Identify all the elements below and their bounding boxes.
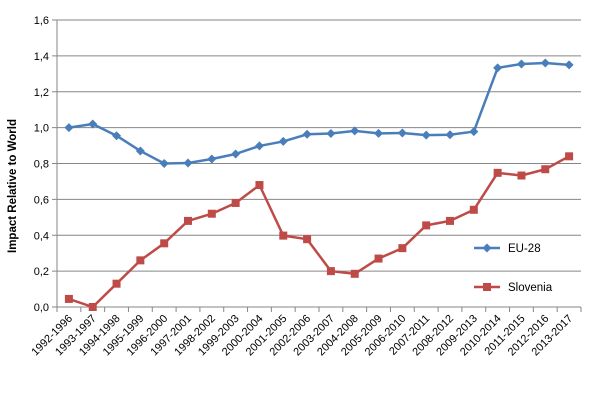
data-point <box>422 221 431 230</box>
data-point <box>541 165 550 174</box>
data-point <box>207 209 216 218</box>
data-point <box>517 171 526 180</box>
data-point <box>445 130 455 140</box>
series-line <box>68 155 570 309</box>
data-point <box>231 198 240 207</box>
x-tick-labels: 1992-19961993-19971994-19981995-19991996… <box>29 313 575 359</box>
data-point <box>183 158 193 168</box>
data-point <box>278 136 288 146</box>
data-point <box>88 119 98 129</box>
data-point <box>350 126 360 136</box>
y-axis-title: Impact Relative to World <box>7 119 19 253</box>
legend-item-eu-28: EU-28 <box>474 243 541 255</box>
y-tick-label: 1,2 <box>34 87 49 99</box>
data-point <box>112 279 121 288</box>
data-point <box>135 146 145 156</box>
legend-marker <box>483 283 491 291</box>
y-tick-label: 1,6 <box>34 15 49 27</box>
y-tick-label: 1,4 <box>34 51 49 63</box>
data-point <box>493 63 503 73</box>
legend-label: Slovenia <box>508 282 553 294</box>
series-eu-28 <box>64 58 574 168</box>
data-point <box>397 128 407 138</box>
data-point <box>64 123 74 133</box>
data-point <box>374 254 383 263</box>
y-tick-label: 0,0 <box>34 302 49 314</box>
data-point <box>231 149 241 159</box>
data-point <box>516 59 526 69</box>
data-point <box>540 58 550 68</box>
y-tick-label: 1,0 <box>34 123 49 135</box>
data-point <box>112 131 122 141</box>
data-point <box>374 128 384 138</box>
gridlines <box>57 19 581 272</box>
legend-label: EU-28 <box>508 243 541 255</box>
data-point <box>255 181 264 190</box>
legend: EU-28 Slovenia <box>474 243 553 294</box>
series-line <box>68 61 570 165</box>
data-point <box>184 216 192 225</box>
data-point <box>64 294 73 303</box>
y-tick-label: 0,8 <box>34 159 49 171</box>
data-point <box>493 168 502 177</box>
y-tick-label: 0,4 <box>34 230 49 242</box>
data-point <box>469 127 479 137</box>
data-point <box>254 141 264 151</box>
data-point <box>446 216 454 225</box>
y-tick-label: 0,6 <box>34 194 49 206</box>
data-point <box>565 152 574 161</box>
y-tick-label: 0,2 <box>34 266 49 278</box>
data-point <box>207 154 217 164</box>
data-point <box>303 235 312 244</box>
y-tick-labels: 0,0 0,2 0,4 0,6 0,8 1,0 1,2 1,4 1,6 <box>34 15 49 314</box>
data-point <box>88 303 97 311</box>
series-group <box>64 58 574 311</box>
data-point <box>398 244 407 253</box>
data-point <box>469 205 478 214</box>
legend-marker <box>482 243 492 253</box>
data-point <box>302 129 312 139</box>
data-point <box>326 129 336 139</box>
data-point <box>136 256 145 265</box>
data-point <box>564 60 574 70</box>
data-point <box>159 159 169 168</box>
data-point <box>160 239 169 248</box>
data-point <box>350 269 359 278</box>
series-slovenia <box>64 152 574 311</box>
legend-item-slovenia: Slovenia <box>474 282 553 294</box>
data-point <box>279 231 288 240</box>
data-point <box>421 130 431 140</box>
axes <box>52 19 582 312</box>
data-point <box>326 267 335 276</box>
